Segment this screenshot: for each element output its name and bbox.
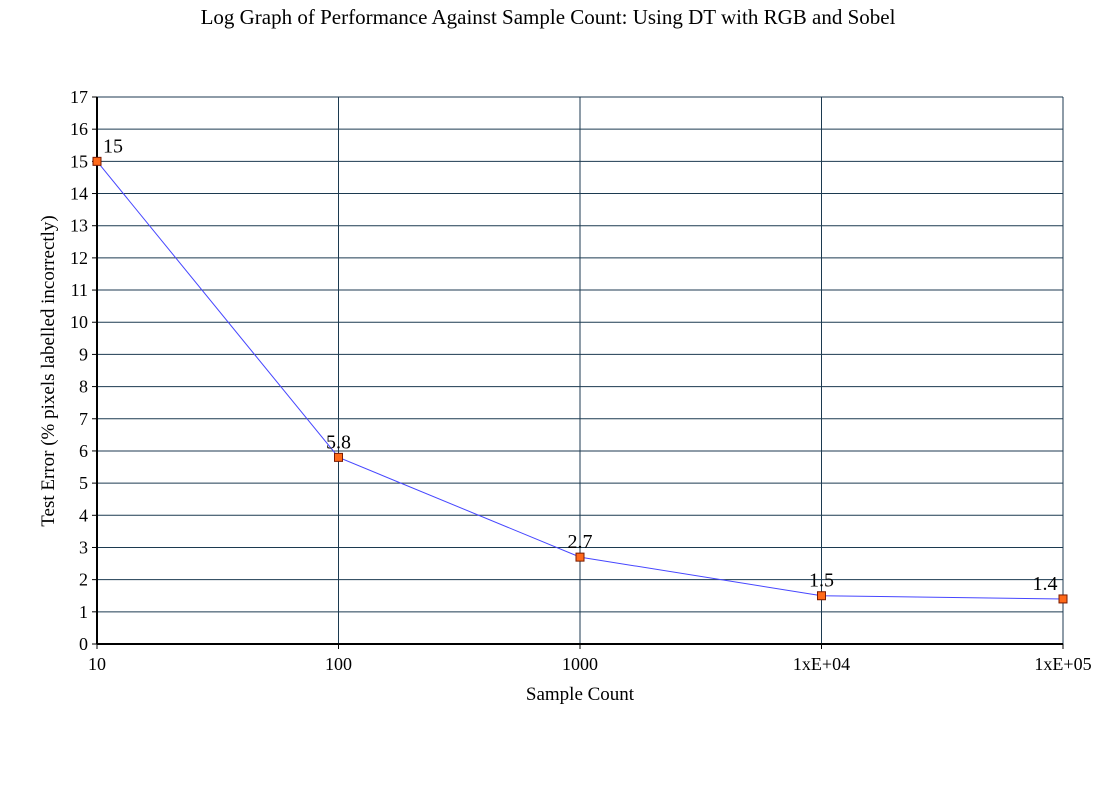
y-axis-label: Test Error (% pixels labelled incorrectl…	[38, 215, 59, 527]
data-point	[92, 156, 102, 166]
data-labels: 15 5.8 2.7 1.5 1.4	[103, 135, 1058, 595]
y-tick-label: 3	[79, 537, 88, 557]
y-tick-label: 10	[70, 312, 88, 332]
x-tick-label: 10	[88, 654, 106, 674]
x-axis-label: Sample Count	[526, 684, 635, 705]
data-label: 15	[103, 135, 123, 157]
data-label: 1.5	[809, 570, 834, 592]
data-label: 2.7	[568, 531, 593, 553]
y-tick-label: 16	[70, 119, 88, 139]
data-label: 5.8	[326, 431, 351, 453]
y-tick-label: 15	[70, 151, 88, 171]
x-tick-label: 1xE+05	[1034, 654, 1091, 674]
y-tick-label: 9	[79, 344, 88, 364]
x-tick-label: 1000	[562, 654, 598, 674]
data-point	[334, 452, 343, 462]
y-tick-label: 1	[79, 602, 88, 622]
axes	[92, 96, 1064, 649]
y-tick-label: 0	[79, 634, 88, 654]
x-tick-label: 100	[325, 654, 352, 674]
y-tick-label: 8	[79, 377, 88, 397]
x-tick-label: 1xE+04	[793, 654, 850, 674]
y-tick-label: 17	[70, 87, 88, 107]
data-point	[817, 591, 826, 601]
data-point	[575, 552, 585, 562]
data-label: 1.4	[1033, 573, 1058, 595]
y-tick-label: 11	[71, 280, 88, 300]
y-tick-label: 2	[79, 570, 88, 590]
chart-title: Log Graph of Performance Against Sample …	[201, 5, 896, 29]
y-tick-label: 6	[79, 441, 88, 461]
y-tick-label: 4	[79, 505, 88, 525]
y-tick-label: 7	[79, 409, 88, 429]
y-tick-label: 5	[79, 473, 88, 493]
grid-lines	[97, 96, 1064, 644]
data-point	[1058, 594, 1068, 604]
data-series	[92, 156, 1068, 604]
y-tick-label: 12	[70, 248, 88, 268]
y-tick-label: 13	[70, 216, 88, 236]
y-tick-label: 14	[70, 184, 88, 204]
